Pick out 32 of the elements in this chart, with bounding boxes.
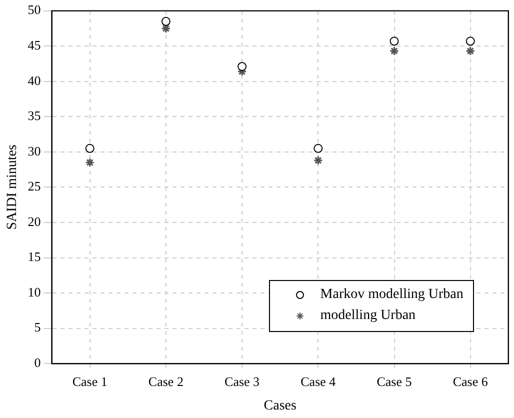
x-tick-label: Case 2 <box>148 374 184 389</box>
point <box>85 158 95 168</box>
x-tick-label: Case 1 <box>72 374 108 389</box>
point <box>389 46 400 56</box>
x-tick-label: Case 5 <box>376 374 412 389</box>
y-tick-label: 30 <box>28 143 41 158</box>
x-tick-label: Case 3 <box>224 374 260 389</box>
point <box>238 62 247 72</box>
y-tick-label: 50 <box>28 2 41 18</box>
point <box>466 36 475 46</box>
point <box>466 46 476 56</box>
x-tick-label: Case 4 <box>300 374 336 389</box>
point <box>390 36 399 46</box>
legend-label: modelling Urban <box>320 308 416 324</box>
y-tick-label: 0 <box>34 355 41 370</box>
point <box>313 156 323 166</box>
y-tick-label: 45 <box>28 38 41 52</box>
point <box>314 144 323 153</box>
y-tick-label: 35 <box>28 108 41 124</box>
point <box>85 144 94 153</box>
y-tick-label: 15 <box>28 249 41 264</box>
x-tick-label: Case 6 <box>452 374 488 389</box>
y-tick-label: 40 <box>28 72 41 88</box>
y-tick-label: 20 <box>28 214 41 229</box>
point <box>161 16 170 26</box>
y-axis-title: SAIDI minutes <box>5 144 20 230</box>
y-tick-label: 10 <box>28 284 41 300</box>
x-axis-title: Cases <box>264 398 296 414</box>
y-tick-label: 25 <box>28 178 41 194</box>
y-tick-label: 5 <box>34 320 41 335</box>
legend-label: Markov modelling Urban <box>320 287 464 304</box>
point <box>161 24 171 34</box>
